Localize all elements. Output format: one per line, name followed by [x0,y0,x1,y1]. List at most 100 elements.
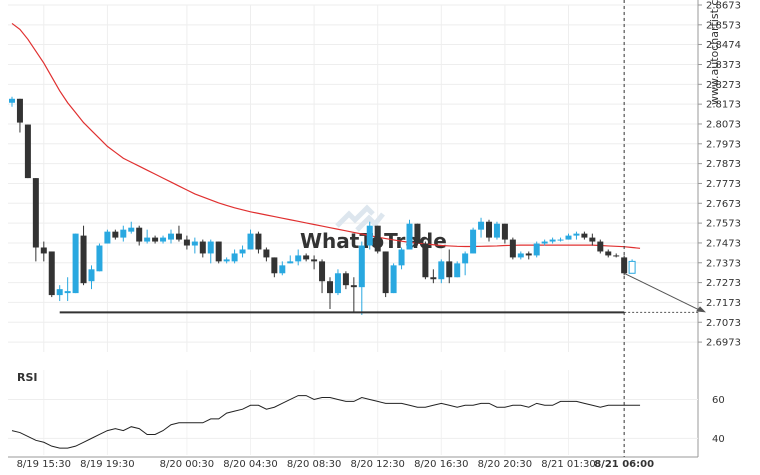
price-tick-label: 2.7573 [706,219,741,230]
candle-body [80,235,87,284]
candle-body [96,245,103,272]
price-tick-label: 2.8673 [706,1,741,12]
candle-body [597,241,604,252]
candle-body [48,251,55,296]
candle-body [32,178,39,248]
moving-average-line [11,22,641,249]
watermark-chevron-icon [335,204,375,228]
candle-body [263,249,270,258]
candle-body [406,223,413,250]
candle-body [430,277,437,280]
candle-body [271,257,278,274]
watermark-logo: WhatToTrade [300,204,447,253]
price-tick-label: 2.8474 [706,40,741,51]
candle-body [319,261,326,282]
candle-body [72,233,79,294]
candle-body [56,289,63,296]
candle-body [128,227,135,232]
candle-body [40,247,47,254]
grid [8,4,698,455]
candle-body [350,285,357,288]
price-tick-label: 2.7873 [706,159,741,170]
rsi-tick-label: 40 [712,434,725,445]
candle-body [279,265,286,274]
candle-body [295,255,302,262]
candle-body [549,239,556,242]
moving-average [11,22,641,249]
candle-body [223,259,230,262]
annotations [59,0,706,457]
candle-body [366,225,373,246]
time-tick-label: 8/20 00:30 [160,459,214,470]
candle-body [509,239,516,258]
candle-body [486,221,492,238]
candle-body [390,265,397,294]
candle-body [287,261,294,264]
candle-body [255,233,262,250]
candle-body [334,273,341,294]
candle-body [311,259,318,262]
candle-body [168,233,174,240]
time-tick-label: 8/20 20:30 [478,459,532,470]
price-tick-label: 2.7973 [706,139,741,150]
time-axis: 8/19 15:30 8/19 19:30 8/20 00:30 8/20 04:30… [17,459,655,470]
rsi-line [11,395,641,449]
candle-body [144,237,151,242]
rsi-tick-label: 60 [712,395,725,406]
candle-body [231,253,238,262]
candle-body [581,233,588,238]
candle-body [374,225,381,252]
rsi-title: RSI [17,371,38,384]
projection-arrow-head [696,306,706,313]
price-tick-label: 2.6973 [706,338,741,349]
candle-body [605,251,612,256]
candle-body [573,233,580,236]
candle-body [215,241,222,262]
candle-body [493,223,500,238]
time-tick-label: 8/19 15:30 [17,459,71,470]
price-tick-label: 2.7273 [706,278,741,289]
candle-body [628,260,636,274]
candle-body [327,281,333,294]
candle-body [517,253,524,258]
time-tick-label: 8/19 19:30 [80,459,134,470]
candle-body [239,249,246,254]
candle-body [478,221,485,230]
time-tick-label: 8/20 16:30 [414,459,468,470]
candle-body [303,255,310,260]
price-tick-label: 2.8073 [706,119,741,130]
price-tick-label: 2.8573 [706,20,741,31]
candle-body [358,245,365,288]
candle-body [16,98,23,123]
candle-body [557,239,564,241]
watermark-chevron-icon [355,212,385,232]
candle-body [152,237,159,242]
candle-body [422,243,429,278]
time-tick-label: 8/21 06:00 [594,459,654,470]
candle-body [382,251,389,294]
rsi-panel: RSI 60 40 [8,371,725,449]
candle-body [462,253,469,264]
watermark-text: WhatToTrade [300,229,447,253]
candle-body [438,261,445,280]
candle-body [191,241,198,246]
candle-body [88,269,95,282]
candle-body [183,239,190,246]
candle-body [199,241,206,254]
candle-body [501,223,508,240]
candle-body [525,253,532,256]
price-tick-label: 2.7373 [706,258,741,269]
candle-body [470,229,477,254]
price-tick-label: 2.7473 [706,238,741,249]
price-tick-label: 2.7073 [706,318,741,329]
candle-body [175,233,182,240]
candle-body [160,237,167,242]
candle-body [541,241,548,244]
candle-body [613,255,620,257]
candle-body [589,237,596,242]
price-tick-label: 2.7173 [706,298,741,309]
candle-body [398,249,405,266]
candle-body [9,98,15,103]
candle-body [342,273,349,286]
